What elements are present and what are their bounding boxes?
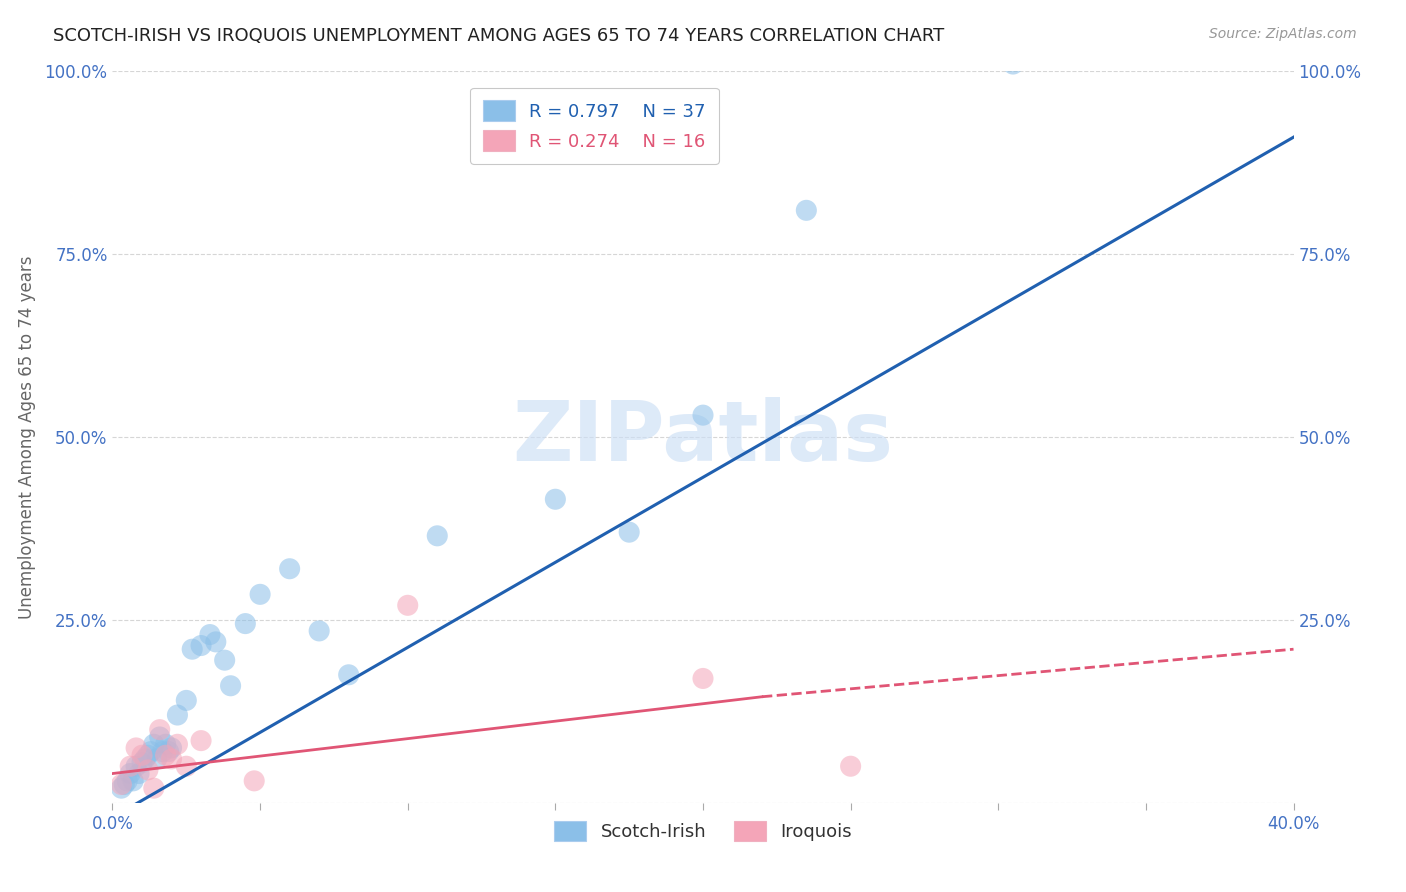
- Point: [181, 642, 204, 657]
- Point: [131, 756, 153, 770]
- Point: [796, 203, 818, 218]
- Point: [152, 745, 174, 759]
- Point: [155, 737, 177, 751]
- Point: [120, 759, 142, 773]
- Point: [112, 778, 135, 792]
- Point: [839, 759, 862, 773]
- Point: [692, 672, 714, 686]
- Point: [146, 752, 169, 766]
- Point: [190, 639, 212, 653]
- Point: [160, 752, 183, 766]
- Legend: Scotch-Irish, Iroquois: Scotch-Irish, Iroquois: [547, 814, 859, 848]
- Text: SCOTCH-IRISH VS IROQUOIS UNEMPLOYMENT AMONG AGES 65 TO 74 YEARS CORRELATION CHAR: SCOTCH-IRISH VS IROQUOIS UNEMPLOYMENT AM…: [53, 27, 945, 45]
- Point: [233, 616, 256, 631]
- Point: [142, 781, 165, 796]
- Point: [120, 766, 142, 780]
- Point: [249, 587, 271, 601]
- Point: [122, 773, 145, 788]
- Point: [278, 562, 301, 576]
- Point: [166, 708, 188, 723]
- Point: [155, 748, 177, 763]
- Point: [128, 766, 150, 780]
- Y-axis label: Unemployment Among Ages 65 to 74 years: Unemployment Among Ages 65 to 74 years: [18, 255, 37, 619]
- Text: ZIPatlas: ZIPatlas: [513, 397, 893, 477]
- Point: [142, 737, 165, 751]
- Point: [125, 759, 148, 773]
- Point: [110, 781, 132, 796]
- Point: [205, 635, 228, 649]
- Point: [426, 529, 449, 543]
- Point: [139, 745, 162, 759]
- Point: [219, 679, 242, 693]
- Point: [190, 733, 212, 747]
- Point: [160, 740, 183, 755]
- Point: [174, 759, 197, 773]
- Point: [136, 763, 159, 777]
- Point: [544, 492, 567, 507]
- Point: [619, 525, 641, 540]
- Point: [131, 748, 153, 763]
- Point: [174, 693, 197, 707]
- Point: [396, 599, 419, 613]
- Point: [134, 752, 156, 766]
- Point: [157, 745, 180, 759]
- Point: [125, 740, 148, 755]
- Point: [149, 730, 172, 744]
- Point: [110, 778, 132, 792]
- Point: [198, 627, 221, 641]
- Point: [214, 653, 236, 667]
- Point: [692, 408, 714, 422]
- Point: [337, 667, 360, 681]
- Point: [243, 773, 266, 788]
- Point: [149, 723, 172, 737]
- Point: [117, 773, 138, 788]
- Point: [1001, 57, 1024, 71]
- Point: [308, 624, 330, 638]
- Point: [166, 737, 188, 751]
- Point: [136, 748, 159, 763]
- Text: Source: ZipAtlas.com: Source: ZipAtlas.com: [1209, 27, 1357, 41]
